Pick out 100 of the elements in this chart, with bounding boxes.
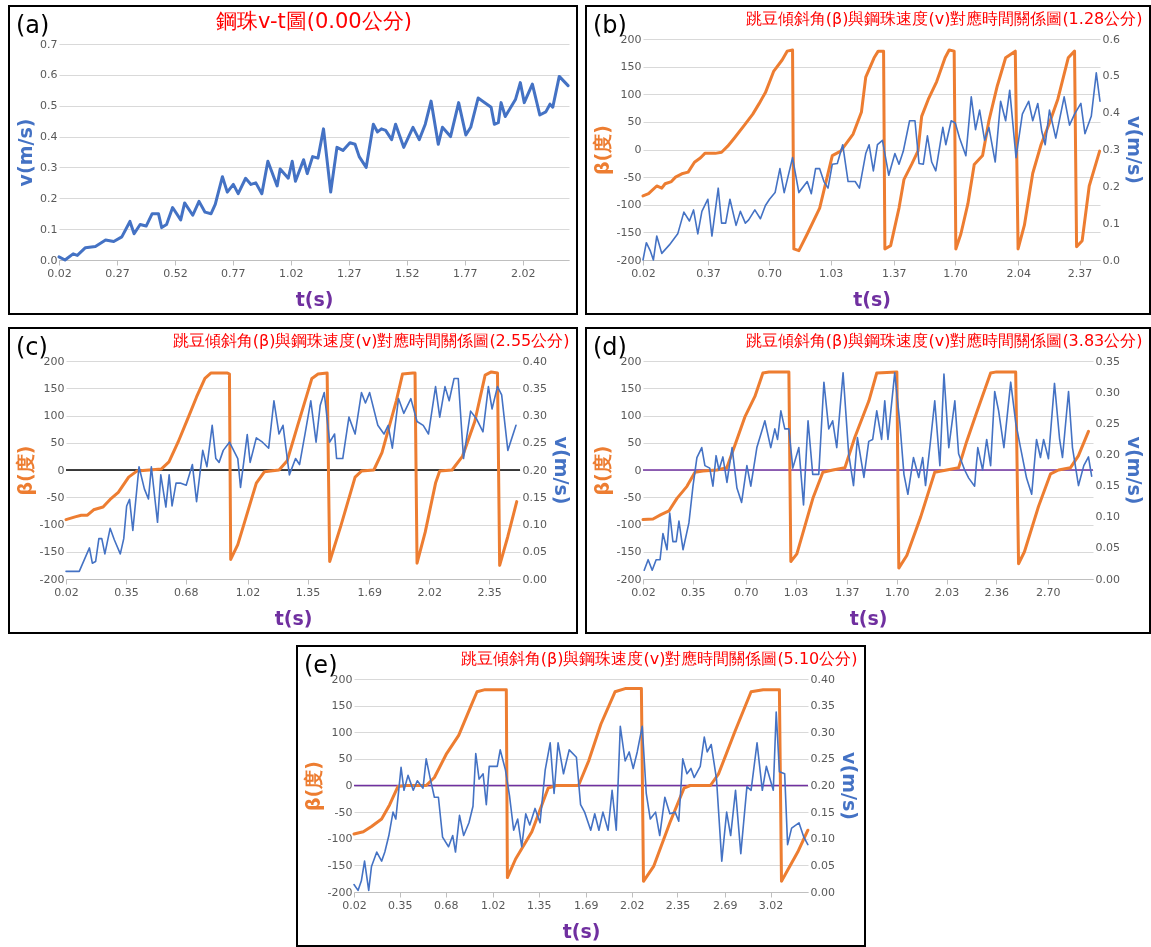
x-tick-label: 1.02 <box>279 266 304 280</box>
x-tick-label: 0.52 <box>163 266 188 280</box>
x-tick-label: 0.02 <box>631 266 656 280</box>
y2-tick-label: 0.25 <box>810 752 835 766</box>
x-tick-label: 0.35 <box>681 585 706 599</box>
y-tick-label: 0.1 <box>40 222 58 236</box>
y-tick-label: 0.6 <box>40 68 58 82</box>
y-tick-label: 0.5 <box>40 99 58 113</box>
y2-tick-label: 0.35 <box>1095 354 1120 368</box>
y2-tick-label: 0.5 <box>1102 69 1120 83</box>
x-tick-label: 1.37 <box>835 585 860 599</box>
y-axis-title: β(度) <box>590 445 613 496</box>
line-series <box>352 687 810 883</box>
x-tick-label: 1.77 <box>452 266 478 280</box>
y2-tick-label: 0.15 <box>810 805 835 819</box>
y2-tick-label: 0.2 <box>1102 179 1120 193</box>
x-tick-label: 2.02 <box>417 585 442 599</box>
y-tick-label: -100 <box>327 832 353 846</box>
y2-tick-label: 0.20 <box>1095 447 1120 461</box>
y-tick-label: 0.0 <box>40 253 58 267</box>
x-tick-label: 1.69 <box>357 585 383 599</box>
x-tick-label: 1.02 <box>235 585 261 599</box>
x-tick-label: 0.68 <box>174 585 199 599</box>
y-tick-label: -50 <box>334 805 353 819</box>
y-tick-label: 0.7 <box>40 37 58 51</box>
y-tick-label: -100 <box>616 198 642 212</box>
x-tick-label: 0.70 <box>757 266 783 280</box>
x-tick-label: 2.36 <box>984 585 1010 599</box>
y2-tick-label: 0.6 <box>1102 32 1120 46</box>
x-tick-label: 2.02 <box>510 266 536 280</box>
y2-tick-label: 0.05 <box>522 545 547 559</box>
x-tick-label: 1.03 <box>783 585 809 599</box>
y2-tick-label: 0.1 <box>1102 216 1120 230</box>
y2-tick-label: 0.20 <box>522 463 547 477</box>
x-tick-label: 3.02 <box>758 898 784 912</box>
chart-title: 跳豆傾斜角(β)與鋼珠速度(v)對應時間關係圖(2.55公分) <box>172 331 570 350</box>
x-tick-label: 2.03 <box>934 585 960 599</box>
y2-tick-label: 0.40 <box>810 672 835 686</box>
y-tick-label: 150 <box>43 381 65 395</box>
x-tick-label: 0.35 <box>114 585 139 599</box>
y2-tick-label: 0.35 <box>810 699 835 713</box>
x-tick-label: 2.35 <box>665 898 691 912</box>
y2-tick-label: 0.15 <box>522 490 547 504</box>
y-tick-label: -150 <box>39 545 65 559</box>
y-tick-label: -150 <box>616 545 642 559</box>
y2-tick-label: 0.25 <box>1095 416 1120 430</box>
y-tick-label: 100 <box>620 409 642 422</box>
y-axis-title: β(度) <box>590 125 613 175</box>
y2-tick-label: 0.10 <box>1095 510 1120 524</box>
y-tick-label: 150 <box>331 699 353 713</box>
y-tick-label: 0.2 <box>40 191 58 205</box>
y2-tick-label: 0.30 <box>810 725 835 739</box>
y2-axis-title: v(m/s) <box>838 752 861 820</box>
y2-tick-label: 0.4 <box>1102 106 1120 120</box>
y-axis-title: β(度) <box>301 761 324 811</box>
y-tick-label: 150 <box>620 381 642 395</box>
y2-tick-label: 0.05 <box>810 858 835 872</box>
chart-title: 跳豆傾斜角(β)與鋼珠速度(v)對應時間關係圖(3.83公分) <box>745 331 1143 350</box>
x-tick-label: 0.02 <box>342 898 367 912</box>
y-tick-label: -50 <box>46 490 65 504</box>
y-tick-label: 50 <box>627 436 642 450</box>
y-tick-label: 0 <box>57 463 65 477</box>
y-tick-label: -150 <box>327 858 353 872</box>
text: (c) <box>16 333 48 361</box>
x-axis-title: t(s) <box>853 287 891 310</box>
y-tick-label: -200 <box>327 885 353 899</box>
x-tick-label: 1.70 <box>943 266 968 280</box>
y-axis-title: β(度) <box>13 445 36 496</box>
y2-axis-title: v(m/s) <box>550 436 573 505</box>
y2-tick-label: 0.30 <box>1095 385 1120 399</box>
y-tick-label: 150 <box>620 60 642 74</box>
x-tick-label: 2.35 <box>477 585 502 599</box>
y-tick-label: 100 <box>331 725 353 739</box>
y-tick-label: -50 <box>623 490 642 504</box>
y2-tick-label: 0.00 <box>1095 572 1120 586</box>
x-tick-label: 2.69 <box>712 898 738 912</box>
x-tick-label: 1.37 <box>882 266 907 280</box>
y2-tick-label: 0.40 <box>522 354 547 368</box>
y-tick-label: 0.4 <box>40 130 58 144</box>
x-tick-label: 1.35 <box>526 898 552 912</box>
x-tick-label: 2.02 <box>619 898 645 912</box>
chart-title: 跳豆傾斜角(β)與鋼珠速度(v)對應時間關係圖(5.10公分) <box>460 649 858 668</box>
y2-tick-label: 0.00 <box>810 885 835 899</box>
x-tick-label: 2.04 <box>1006 266 1032 280</box>
y2-tick-label: 0.15 <box>1095 479 1120 493</box>
x-tick-label: 2.37 <box>1067 266 1093 280</box>
y-tick-label: -100 <box>616 518 642 531</box>
y2-tick-label: 0.35 <box>522 381 547 395</box>
chart-title: 鋼珠v-t圖(0.00公分) <box>216 9 412 33</box>
y2-tick-label: 0.25 <box>522 436 547 450</box>
y2-tick-label: 0.3 <box>1102 143 1120 156</box>
x-tick-label: 0.77 <box>221 266 246 280</box>
chart-title: 跳豆傾斜角(β)與鋼珠速度(v)對應時間關係圖(1.28公分) <box>745 9 1143 28</box>
x-tick-label: 0.27 <box>105 266 130 280</box>
x-tick-label: 1.27 <box>337 266 362 280</box>
y-tick-label: -200 <box>616 253 642 267</box>
y-tick-label: 0.3 <box>40 160 58 174</box>
x-tick-label: 1.69 <box>574 898 599 912</box>
x-tick-label: 0.02 <box>54 585 79 599</box>
y-tick-label: 50 <box>50 436 65 450</box>
